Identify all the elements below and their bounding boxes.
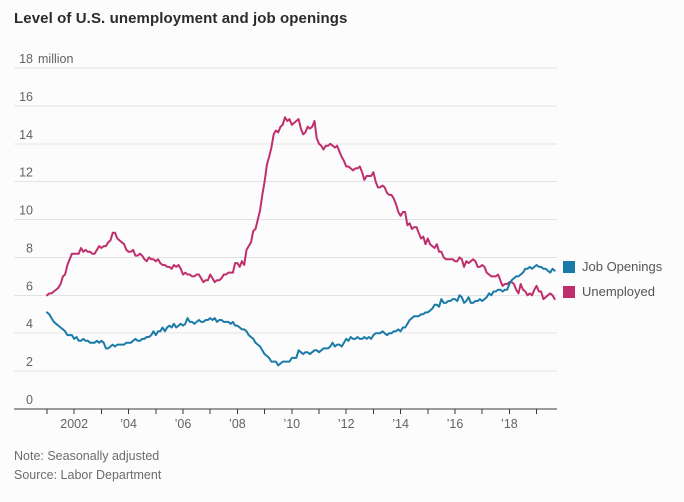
- svg-text:2: 2: [26, 355, 33, 369]
- unemployed-swatch-icon: [563, 285, 575, 298]
- job-openings-swatch-icon: [563, 260, 575, 273]
- svg-text:8: 8: [26, 241, 33, 255]
- svg-text:18: 18: [19, 52, 33, 66]
- legend-label-job-openings: Job Openings: [582, 259, 663, 274]
- legend-item-job-openings: Job Openings: [563, 259, 662, 274]
- svg-text:10: 10: [19, 204, 33, 218]
- svg-text:’10: ’10: [283, 417, 300, 431]
- svg-text:’08: ’08: [229, 417, 246, 431]
- svg-text:12: 12: [19, 166, 33, 180]
- svg-text:’04: ’04: [120, 417, 137, 431]
- svg-text:14: 14: [19, 128, 33, 142]
- svg-text:0: 0: [26, 393, 33, 407]
- source-text: Source: Labor Department: [14, 468, 162, 482]
- svg-text:million: million: [38, 52, 73, 66]
- chart-title: Level of U.S. unemployment and job openi…: [14, 10, 348, 27]
- svg-text:’18: ’18: [501, 417, 518, 431]
- svg-text:’12: ’12: [338, 417, 355, 431]
- svg-text:2002: 2002: [60, 417, 88, 431]
- svg-text:4: 4: [26, 317, 33, 331]
- legend-item-unemployed: Unemployed: [563, 284, 662, 299]
- svg-text:6: 6: [26, 279, 33, 293]
- svg-text:’14: ’14: [392, 417, 409, 431]
- legend-label-unemployed: Unemployed: [582, 284, 655, 299]
- svg-text:16: 16: [19, 90, 33, 104]
- note-text: Note: Seasonally adjusted: [14, 449, 160, 463]
- legend: Job Openings Unemployed: [563, 259, 662, 299]
- svg-text:’06: ’06: [175, 417, 192, 431]
- svg-text:’16: ’16: [447, 417, 464, 431]
